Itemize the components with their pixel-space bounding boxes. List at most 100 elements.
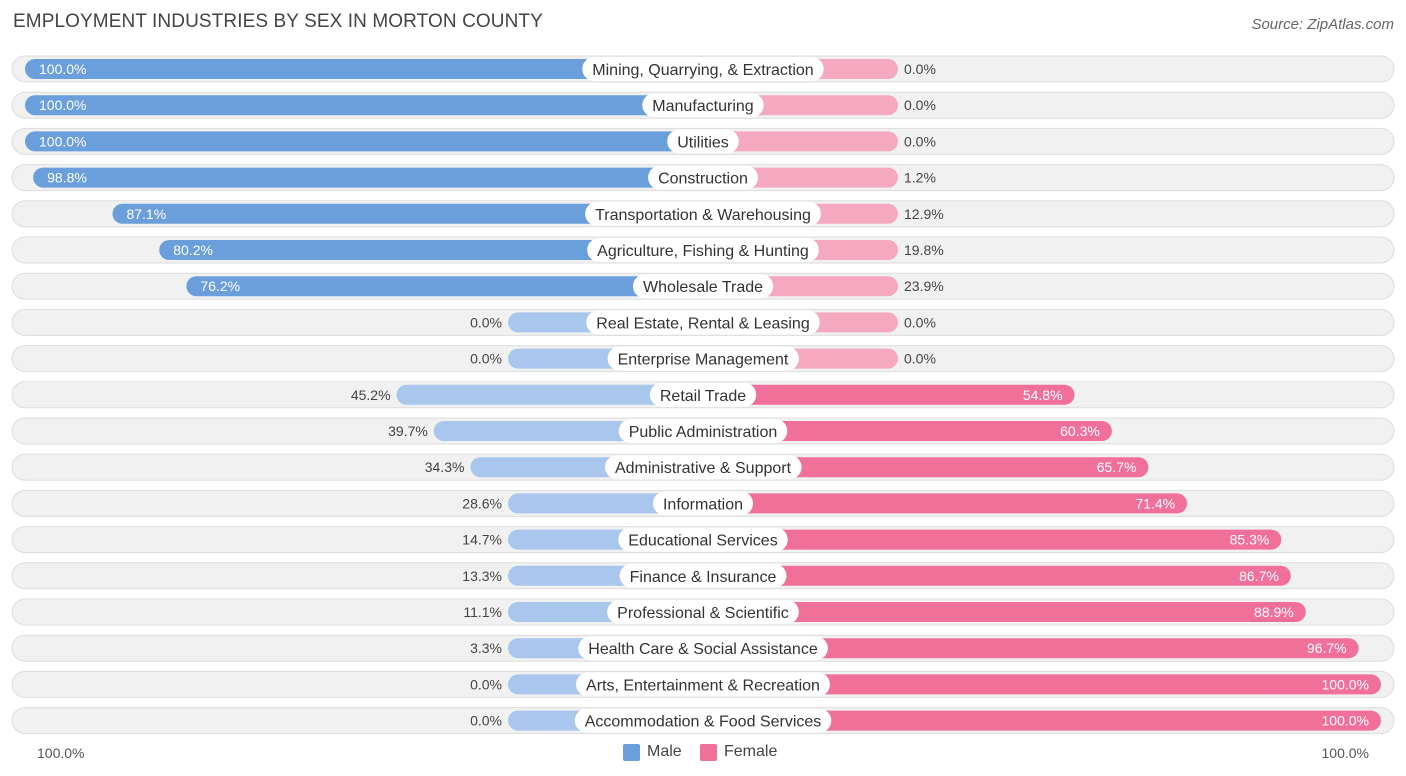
male-value-label: 100.0% — [39, 61, 86, 77]
category-pill — [632, 274, 774, 299]
legend-male-label: Male — [647, 743, 682, 760]
chart-row: 13.3% 86.7% Finance & Insurance — [11, 562, 1395, 590]
chart-row: 100.0% 0.0% Manufacturing — [11, 91, 1395, 119]
category-label: Health Care & Social Assistance — [588, 641, 818, 658]
male-bar[interactable] — [112, 203, 704, 224]
category-pill — [667, 129, 739, 154]
category-pill — [578, 636, 828, 661]
axis-right-label: 100.0% — [1321, 745, 1369, 761]
category-label: Transportation & Warehousing — [595, 207, 811, 224]
chart-row: 28.6% 71.4% Information — [11, 489, 1395, 517]
category-label: Utilities — [677, 134, 729, 151]
male-value-label: 0.0% — [470, 713, 502, 729]
female-bar[interactable] — [703, 565, 1291, 586]
category-pill — [652, 491, 754, 516]
category-pill — [586, 310, 820, 335]
male-value-label: 11.1% — [463, 604, 502, 620]
female-bar[interactable] — [703, 421, 1112, 441]
category-label: Educational Services — [628, 533, 777, 550]
category-pill — [582, 57, 824, 81]
female-bar[interactable] — [703, 710, 1381, 731]
chart-row: 98.8% 1.2% Construction — [11, 164, 1395, 192]
female-value-label: 0.0% — [904, 314, 936, 330]
category-label: Public Administration — [629, 424, 778, 441]
female-value-label: 54.8% — [1023, 387, 1063, 403]
category-label: Construction — [658, 171, 748, 188]
chart-row: 14.7% 85.3% Educational Services — [11, 526, 1395, 554]
male-value-label: 0.0% — [470, 676, 502, 692]
female-value-label: 23.9% — [904, 278, 944, 294]
category-label: Enterprise Management — [618, 352, 789, 369]
chart-row: 76.2% 23.9% Wholesale Trade — [11, 272, 1395, 300]
chart-row: 45.2% 54.8% Retail Trade — [11, 381, 1395, 409]
female-value-label: 0.0% — [904, 351, 936, 367]
chart-row: 80.2% 19.8% Agriculture, Fishing & Hunting — [11, 236, 1395, 264]
female-value-label: 0.0% — [904, 133, 936, 149]
male-value-label: 76.2% — [200, 278, 240, 294]
category-pill — [574, 708, 832, 733]
chart-row: 39.7% 60.3% Public Administration — [11, 417, 1395, 445]
male-value-label: 14.7% — [462, 532, 502, 548]
female-bar[interactable] — [703, 674, 1381, 695]
category-label: Administrative & Support — [615, 460, 792, 477]
female-value-label: 100.0% — [1322, 676, 1369, 692]
chart-row: 87.1% 12.9% Transportation & Warehousing — [11, 200, 1395, 228]
female-value-label: 0.0% — [904, 97, 936, 113]
category-label: Manufacturing — [652, 98, 753, 115]
male-bar[interactable] — [25, 131, 703, 152]
category-pill — [604, 455, 802, 480]
female-bar[interactable] — [703, 131, 898, 152]
male-value-label: 0.0% — [470, 351, 502, 367]
male-value-label: 100.0% — [39, 133, 86, 149]
category-label: Accommodation & Food Services — [585, 714, 822, 731]
male-bar[interactable] — [33, 167, 704, 188]
female-value-label: 88.9% — [1254, 604, 1294, 620]
male-bar[interactable] — [25, 59, 703, 79]
female-bar[interactable] — [703, 638, 1359, 659]
female-value-label: 71.4% — [1135, 495, 1175, 511]
category-label: Mining, Quarrying, & Extraction — [592, 62, 813, 79]
female-bar[interactable] — [703, 457, 1149, 478]
chart-row: 34.3% 65.7% Administrative & Support — [11, 453, 1395, 481]
male-value-label: 34.3% — [425, 459, 465, 475]
category-pill — [607, 600, 799, 624]
legend-female[interactable]: Female — [700, 743, 777, 761]
male-value-label: 45.2% — [351, 387, 391, 403]
female-bar[interactable] — [703, 529, 1282, 550]
male-bar[interactable] — [159, 240, 703, 260]
female-bar[interactable] — [703, 384, 1075, 405]
female-value-label: 12.9% — [904, 206, 944, 222]
male-value-label: 98.8% — [47, 170, 87, 186]
male-value-label: 87.1% — [126, 206, 166, 222]
chart-row: 0.0% 0.0% Enterprise Management — [11, 345, 1395, 373]
legend-female-swatch — [700, 743, 717, 761]
category-label: Wholesale Trade — [643, 279, 763, 296]
chart-row: 0.0% 0.0% Real Estate, Rental & Leasing — [11, 308, 1395, 336]
female-value-label: 1.2% — [904, 170, 936, 186]
chart-canvas: 100.0% 0.0% Mining, Quarrying, & Extractio… — [11, 55, 1395, 735]
male-value-label: 28.6% — [462, 495, 502, 511]
legend-male-swatch — [623, 743, 640, 761]
male-bar[interactable] — [396, 384, 703, 405]
female-bar[interactable] — [703, 493, 1188, 514]
axis-left-label: 100.0% — [37, 745, 85, 761]
legend-male[interactable]: Male — [623, 743, 682, 761]
chart-row: 100.0% 0.0% Utilities — [11, 127, 1395, 155]
female-value-label: 0.0% — [904, 61, 936, 77]
category-label: Arts, Entertainment & Recreation — [586, 677, 820, 694]
category-pill — [607, 346, 799, 371]
chart-row: 3.3% 96.7% Health Care & Social Assistance — [11, 634, 1395, 662]
female-bar[interactable] — [703, 602, 1306, 622]
category-label: Finance & Insurance — [630, 569, 777, 586]
category-label: Information — [663, 496, 743, 513]
male-bar[interactable] — [186, 276, 703, 297]
male-bar[interactable] — [25, 95, 703, 116]
category-pill — [585, 201, 821, 226]
category-label: Retail Trade — [660, 388, 746, 405]
male-value-label: 39.7% — [388, 423, 428, 439]
legend-female-label: Female — [724, 743, 778, 760]
female-value-label: 19.8% — [904, 242, 944, 258]
female-value-label: 96.7% — [1307, 640, 1347, 656]
category-pill — [618, 527, 788, 552]
category-pill — [587, 238, 819, 262]
